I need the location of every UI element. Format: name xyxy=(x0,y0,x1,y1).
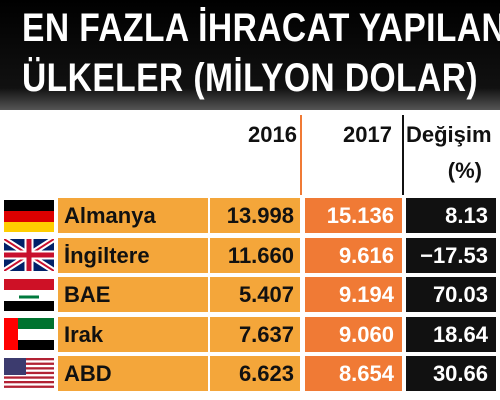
value-cell: 11.660 xyxy=(210,237,300,273)
value-cell: 9.616 xyxy=(305,237,402,273)
flag xyxy=(4,278,54,311)
column-header: 2017 xyxy=(343,122,392,147)
flag xyxy=(4,199,54,232)
country-cell: BAE xyxy=(58,277,208,312)
value-cell: 18.64 xyxy=(406,316,496,352)
value-cell: 9.060 xyxy=(305,316,402,352)
flag xyxy=(4,318,54,350)
country-cell: Almanya xyxy=(58,198,208,233)
column-divider xyxy=(402,115,404,195)
country-cell: Irak xyxy=(58,316,208,352)
value-cell: 70.03 xyxy=(406,277,496,312)
title-banner: EN FAZLA İHRACAT YAPILAN ÜLKELER (MİLYON… xyxy=(0,0,500,110)
value-cell: 15.136 xyxy=(305,198,402,233)
column-header: 2016 xyxy=(248,122,297,147)
value-cell: 13.998 xyxy=(210,198,300,233)
column-unit: (%) xyxy=(447,158,482,183)
country-cell: ABD xyxy=(58,356,208,391)
column-divider xyxy=(300,115,302,195)
title-line: ÜLKELER (MİLYON DOLAR) xyxy=(22,56,478,100)
flag xyxy=(4,239,54,271)
flag xyxy=(4,357,54,390)
value-cell: 6.623 xyxy=(210,356,300,391)
value-cell: 5.407 xyxy=(210,277,300,312)
title-line: EN FAZLA İHRACAT YAPILAN xyxy=(22,6,500,50)
country-cell: İngiltere xyxy=(58,237,208,273)
value-cell: 8.13 xyxy=(406,198,496,233)
value-cell: 30.66 xyxy=(406,356,496,391)
column-header: Değişim xyxy=(406,122,492,147)
value-cell: 9.194 xyxy=(305,277,402,312)
value-cell: −17.53 xyxy=(406,237,496,273)
value-cell: 8.654 xyxy=(305,356,402,391)
value-cell: 7.637 xyxy=(210,316,300,352)
